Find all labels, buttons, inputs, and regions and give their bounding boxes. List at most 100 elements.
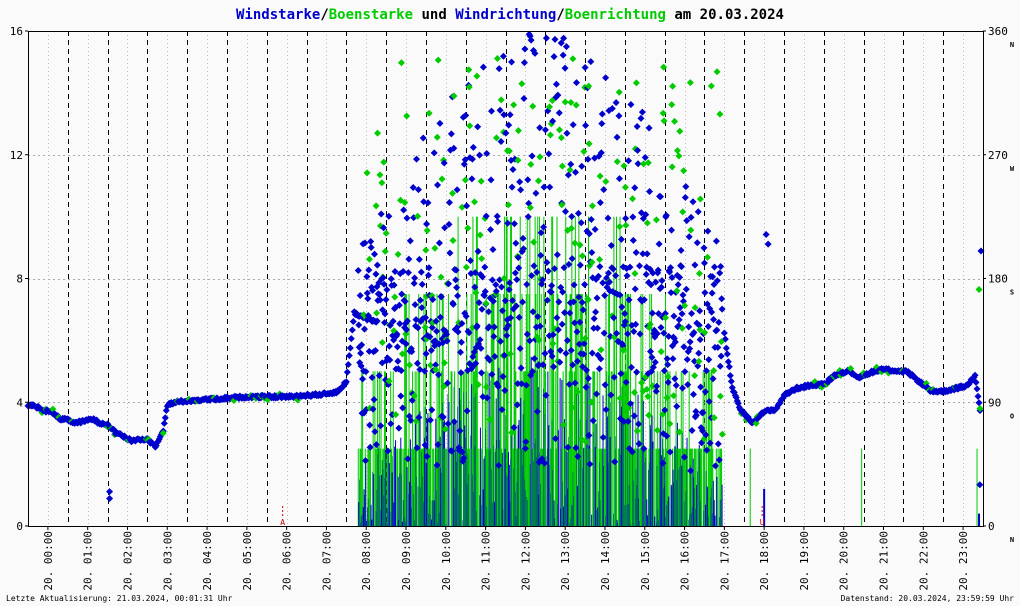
direction-point [458,319,466,327]
direction-point [680,453,688,461]
direction-point [347,335,355,343]
direction-point [683,355,691,363]
gust-direction-point [588,258,596,266]
direction-point [622,378,630,386]
footer-right: Datenstand: 20.03.2024, 23:59:59 Uhr [841,594,1015,603]
direction-point [417,268,425,276]
direction-point [642,211,650,219]
direction-point [520,59,528,67]
direction-point [689,198,697,206]
direction-point [441,224,449,232]
gust-direction-point [596,255,604,263]
gust-direction-point [569,55,577,63]
direction-point [395,424,403,432]
direction-point [536,124,544,132]
direction-point [428,406,436,414]
gust-direction-point [534,177,542,185]
direction-point [631,285,639,293]
direction-point [487,176,495,184]
direction-point [563,336,571,344]
direction-point [398,290,406,298]
direction-point [542,34,550,42]
gust-direction-point [680,167,688,175]
direction-point [602,406,610,414]
gust-direction-point [437,273,445,281]
direction-point [655,240,663,248]
direction-point [359,375,367,383]
gust-direction-point [504,201,512,209]
direction-point [599,433,607,441]
title-part-1: / [320,7,328,23]
direction-point [445,280,453,288]
direction-point [462,312,470,320]
direction-point [488,370,496,378]
direction-point [667,289,675,297]
gust-direction-point [391,293,399,301]
gust-direction-point [385,377,393,385]
direction-point [597,149,605,157]
direction-point [635,440,643,448]
direction-point [497,337,505,345]
direction-point [355,321,363,329]
direction-point [497,137,505,145]
direction-point [365,347,373,355]
gust-direction-point [578,252,586,260]
direction-point [106,495,114,502]
gust-direction-point [681,302,689,310]
direction-point [457,369,465,377]
direction-point [665,332,673,340]
direction-point [547,288,555,296]
direction-point [363,273,371,281]
gust-direction-point [514,127,522,135]
direction-point [448,447,456,455]
direction-point [704,227,712,235]
direction-point [576,261,584,269]
direction-point [432,361,440,369]
direction-point [612,99,620,107]
direction-point [358,341,366,349]
direction-point [600,186,608,194]
gust-direction-point [493,55,501,63]
gust-direction-point [363,169,371,177]
direction-point [975,399,983,407]
direction-point [634,146,642,154]
direction-point [636,262,644,270]
direction-point [544,267,552,275]
direction-point [473,322,481,330]
direction-point [598,110,606,118]
direction-point [533,268,541,276]
direction-point [702,431,710,439]
gust-direction-point [686,79,694,87]
y2-tick-label: 90 [988,396,1001,409]
gust-direction-point [585,140,593,148]
direction-point [414,324,422,332]
gust-direction-point [574,388,582,396]
gust-direction-point [696,326,704,334]
direction-point [414,186,422,194]
direction-point [550,53,558,61]
gust-direction-point [505,147,513,155]
direction-point [456,348,464,356]
direction-point [460,160,468,168]
gust-direction-point [616,223,624,231]
gust-direction-point [506,350,514,358]
gust-direction-point [401,199,409,207]
direction-point [539,361,547,369]
direction-point [460,454,468,462]
direction-point [710,280,718,288]
direction-point [494,218,502,226]
gust-direction-point [616,394,624,402]
gust-direction-point [558,201,566,209]
direction-point [502,129,510,137]
x-tick-label: 20. 04:00 [201,531,214,591]
direction-point [616,291,624,299]
direction-point [400,206,408,214]
direction-point [560,34,568,42]
direction-point [549,331,557,339]
direction-point [368,374,376,382]
direction-point [651,358,659,366]
direction-point [716,269,724,277]
direction-point [653,330,661,338]
x-tick-label: 20. 13:00 [559,531,572,591]
direction-point [663,355,671,363]
